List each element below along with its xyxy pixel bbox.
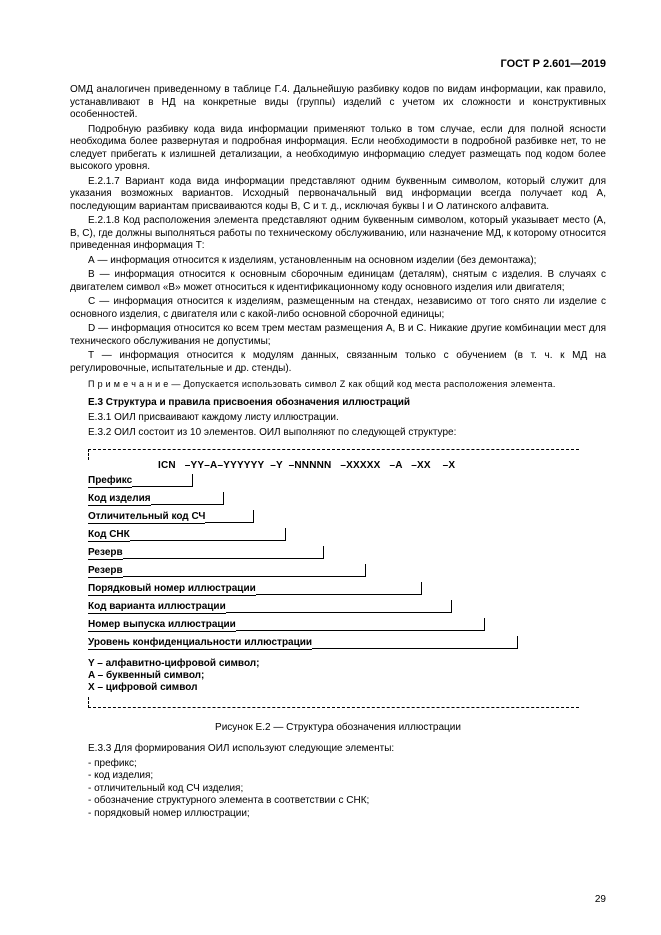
- field-list: Префикс Код изделия Отличительный код СЧ…: [88, 471, 578, 650]
- para-e31: Е.3.1 ОИЛ присваивают каждому листу иллю…: [70, 412, 606, 425]
- list-item: - код изделия;: [70, 770, 606, 783]
- connector-icon: [441, 600, 452, 613]
- connector-icon: [243, 510, 254, 523]
- field-rule: [226, 611, 441, 613]
- dash-border-bottom: [88, 697, 579, 708]
- field-variant-code: Код варианта иллюстрации: [88, 597, 578, 614]
- list-item: - префикс;: [70, 758, 606, 771]
- field-label: Код варианта иллюстрации: [88, 597, 226, 614]
- field-rule: [236, 629, 474, 631]
- connector-icon: [182, 474, 193, 487]
- note: П р и м е ч а н и е — Допускается исполь…: [70, 379, 606, 389]
- field-label: Резерв: [88, 561, 123, 578]
- legend-a: A – буквенный символ;: [88, 670, 578, 681]
- dash-border-top: [88, 449, 579, 460]
- field-label: Отличительный код СЧ: [88, 507, 205, 524]
- para-e217: Е.2.1.7 Вариант кода вида информации пре…: [70, 176, 606, 214]
- field-confidentiality: Уровень конфиденциальности иллюстрации: [88, 633, 578, 650]
- item-d: D — информация относится ко всем трем ме…: [70, 323, 606, 348]
- section-e3-title: Е.3 Структура и правила присвоения обозн…: [88, 397, 606, 408]
- connector-icon: [411, 582, 422, 595]
- item-a: А — информация относится к изделиям, уст…: [70, 255, 606, 268]
- connector-icon: [474, 618, 485, 631]
- field-rule: [205, 521, 243, 523]
- field-reserve-1: Резерв: [88, 543, 578, 560]
- item-t: Т — информация относится к модулям данны…: [70, 350, 606, 375]
- legend-y: Y – алфавитно-цифровой символ;: [88, 658, 578, 669]
- connector-icon: [275, 528, 286, 541]
- field-reserve-2: Резерв: [88, 561, 578, 578]
- field-issue-num: Номер выпуска иллюстрации: [88, 615, 578, 632]
- list-item: - порядковый номер иллюстрации;: [70, 808, 606, 821]
- field-distinct-code: Отличительный код СЧ: [88, 507, 578, 524]
- item-b: В — информация относится к основным сбор…: [70, 269, 606, 294]
- field-label: Уровень конфиденциальности иллюстрации: [88, 633, 312, 650]
- figure-caption: Рисунок Е.2 — Структура обозначения иллю…: [70, 722, 606, 733]
- field-rule: [123, 557, 313, 559]
- para-intro-1: ОМД аналогичен приведенному в таблице Г.…: [70, 84, 606, 122]
- page: ГОСТ Р 2.601—2019 ОМД аналогичен приведе…: [0, 0, 661, 935]
- field-prefix: Префикс: [88, 471, 578, 488]
- page-number: 29: [595, 894, 606, 905]
- field-rule: [130, 539, 275, 541]
- list-item: - обозначение структурного элемента в со…: [70, 795, 606, 808]
- field-rule: [151, 503, 213, 505]
- para-e33: Е.3.3 Для формирования ОИЛ используют сл…: [70, 743, 606, 756]
- field-label: Код СНК: [88, 525, 130, 542]
- legend-x: X – цифровой символ: [88, 682, 578, 693]
- field-rule: [123, 575, 355, 577]
- field-rule: [256, 593, 411, 595]
- code-row: ICN –YY–A–YYYYYY –Y –NNNNN –XXXXX –A –XX…: [88, 460, 578, 471]
- item-c: С — информация относится к изделиям, раз…: [70, 296, 606, 321]
- doc-header: ГОСТ Р 2.601—2019: [70, 58, 606, 70]
- field-rule: [312, 647, 507, 649]
- connector-icon: [355, 564, 366, 577]
- field-seq-num: Порядковый номер иллюстрации: [88, 579, 578, 596]
- legend: Y – алфавитно-цифровой символ; A – букве…: [88, 658, 578, 693]
- field-label: Порядковый номер иллюстрации: [88, 579, 256, 596]
- connector-icon: [507, 636, 518, 649]
- connector-icon: [313, 546, 324, 559]
- para-intro-2: Подробную разбивку кода вида информации …: [70, 124, 606, 174]
- field-label: Префикс: [88, 471, 132, 488]
- list-item: - отличительный код СЧ изделия;: [70, 783, 606, 796]
- field-rule: [132, 485, 182, 487]
- structure-diagram: ICN –YY–A–YYYYYY –Y –NNNNN –XXXXX –A –XX…: [88, 449, 578, 708]
- field-label: Резерв: [88, 543, 123, 560]
- field-label: Номер выпуска иллюстрации: [88, 615, 236, 632]
- field-label: Код изделия: [88, 489, 151, 506]
- field-product-code: Код изделия: [88, 489, 578, 506]
- field-snk-code: Код СНК: [88, 525, 578, 542]
- para-e218: Е.2.1.8 Код расположения элемента предст…: [70, 215, 606, 253]
- connector-icon: [213, 492, 224, 505]
- para-e32: Е.3.2 ОИЛ состоит из 10 элементов. ОИЛ в…: [70, 427, 606, 440]
